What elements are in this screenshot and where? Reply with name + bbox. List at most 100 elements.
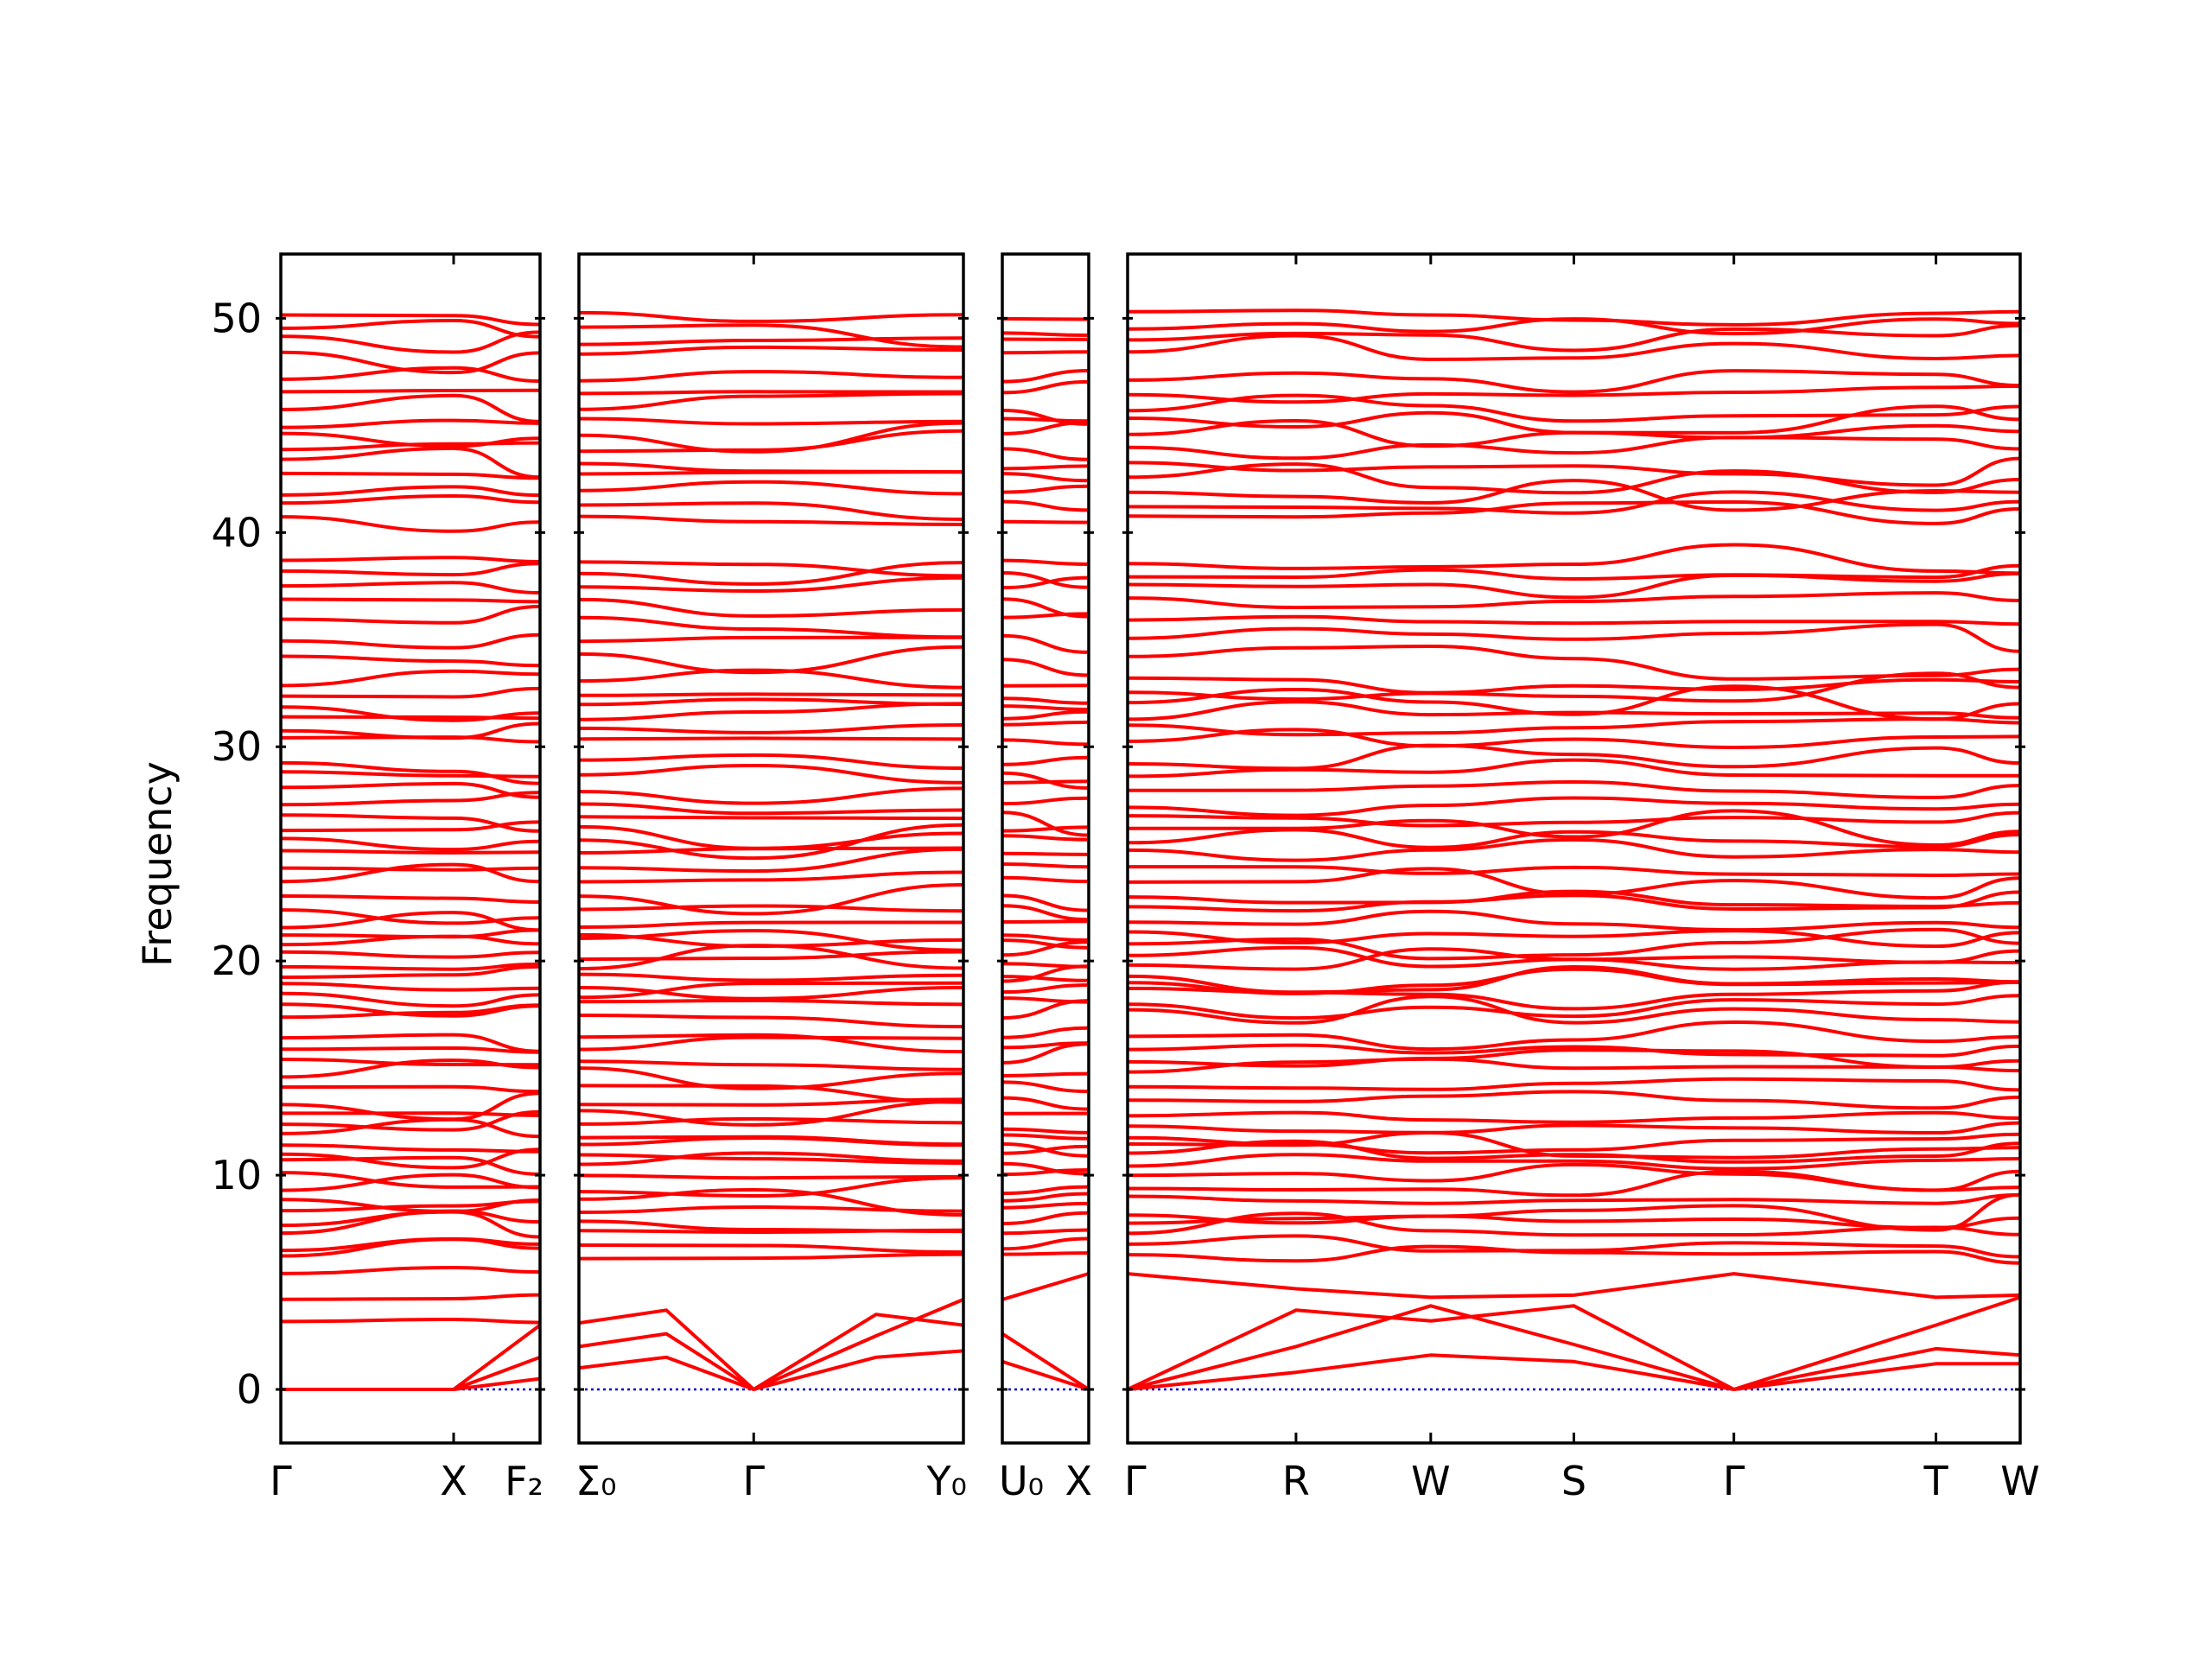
band-line: [1002, 571, 1089, 589]
band-line: [579, 786, 963, 805]
band-line: [281, 319, 540, 339]
band-line: [1128, 591, 2020, 609]
y-tick-label: 40: [211, 509, 262, 556]
band-line: [1128, 563, 2020, 581]
band-line: [579, 391, 963, 411]
band-line: [579, 972, 963, 982]
band-line: [579, 904, 963, 913]
band-line: [1128, 369, 2020, 394]
band-panel-3: [1002, 316, 1089, 1391]
band-line: [1002, 938, 1089, 950]
panel-frame: [577, 252, 965, 1445]
band-line: [579, 824, 963, 850]
band-line: [579, 1135, 963, 1147]
band-line: [1002, 1185, 1089, 1196]
band-line: [1128, 837, 2020, 862]
band-line: [281, 597, 540, 604]
band-line: [1128, 1214, 2020, 1230]
band-line: [281, 760, 540, 785]
band-line: [1002, 875, 1089, 884]
band-line: [1002, 1080, 1089, 1094]
band-line: [281, 1111, 540, 1117]
band-line: [1128, 308, 2020, 327]
band-line: [281, 820, 540, 833]
band-line: [281, 770, 540, 779]
band-line: [579, 336, 963, 346]
band-line: [1128, 1244, 2020, 1265]
band-line: [579, 986, 963, 1001]
band-line: [281, 1293, 540, 1301]
band-line: [1002, 834, 1089, 842]
band-line: [281, 350, 540, 375]
band-line: [1128, 743, 2020, 771]
band-line: [1002, 796, 1089, 806]
band-line: [281, 441, 540, 452]
band-line: [1128, 456, 2020, 487]
x-tick-label: T: [1923, 1458, 1948, 1504]
band-line: [1002, 499, 1089, 512]
band-line: [1128, 1192, 2020, 1205]
acoustic-branch: [281, 1376, 540, 1391]
band-line: [1128, 728, 2020, 749]
band-line: [579, 1066, 963, 1090]
band-line: [1002, 983, 1089, 995]
band-line: [281, 894, 540, 904]
acoustic-branch: [579, 1313, 963, 1391]
band-line: [281, 908, 540, 925]
band-line: [1002, 1236, 1089, 1251]
band-line: [579, 575, 963, 593]
band-line: [281, 393, 540, 423]
band-line: [1002, 1201, 1089, 1210]
band-line: [1128, 1020, 2020, 1052]
band-line: [1128, 1234, 2020, 1259]
band-line: [579, 815, 963, 821]
acoustic-branch: [579, 1298, 963, 1391]
y-tick-label: 50: [211, 295, 262, 341]
band-line: [579, 597, 963, 618]
band-line: [281, 813, 540, 833]
band-line: [281, 431, 540, 448]
band-line: [281, 866, 540, 872]
band-line: [579, 345, 963, 356]
band-line: [281, 715, 540, 721]
band-line: [1002, 1228, 1089, 1236]
band-line: [1128, 1090, 2020, 1110]
band-line: [281, 485, 540, 498]
band-line: [1002, 416, 1089, 423]
band-line: [281, 911, 540, 932]
band-line: [1128, 490, 2020, 515]
band-line: [579, 764, 963, 785]
band-line: [281, 705, 540, 722]
band-line: [579, 1014, 963, 1029]
band-line: [1002, 379, 1089, 395]
x-tick-label: U₀: [999, 1458, 1044, 1504]
band-line: [1128, 622, 2020, 653]
band-line: [1128, 994, 2020, 1020]
band-line: [1002, 1071, 1089, 1077]
band-line: [1002, 519, 1089, 524]
y-tick-label: 20: [211, 938, 262, 984]
band-line: [1002, 1161, 1089, 1176]
band-line: [1002, 940, 1089, 957]
band-line: [1128, 796, 2020, 817]
y-tick-labels: 0 10 20 30 40 50: [211, 295, 262, 1413]
band-line: [579, 1173, 963, 1180]
band-line: [1002, 810, 1089, 837]
band-line: [579, 870, 963, 884]
band-line: [579, 480, 963, 496]
y-tick-label: 10: [211, 1152, 262, 1198]
band-line: [1002, 575, 1089, 590]
band-line: [1002, 597, 1089, 619]
band-line: [1128, 1110, 2020, 1124]
band-line: [1002, 975, 1089, 982]
band-line: [1002, 612, 1089, 620]
band-line: [1128, 323, 2020, 353]
band-line: [579, 697, 963, 707]
band-line: [1128, 645, 2020, 681]
band-line: [281, 515, 540, 533]
band-line: [281, 654, 540, 668]
band-line: [579, 429, 963, 454]
x-tick-label: Γ: [742, 1458, 765, 1504]
band-line: [1128, 543, 2020, 575]
band-line: [281, 950, 540, 959]
